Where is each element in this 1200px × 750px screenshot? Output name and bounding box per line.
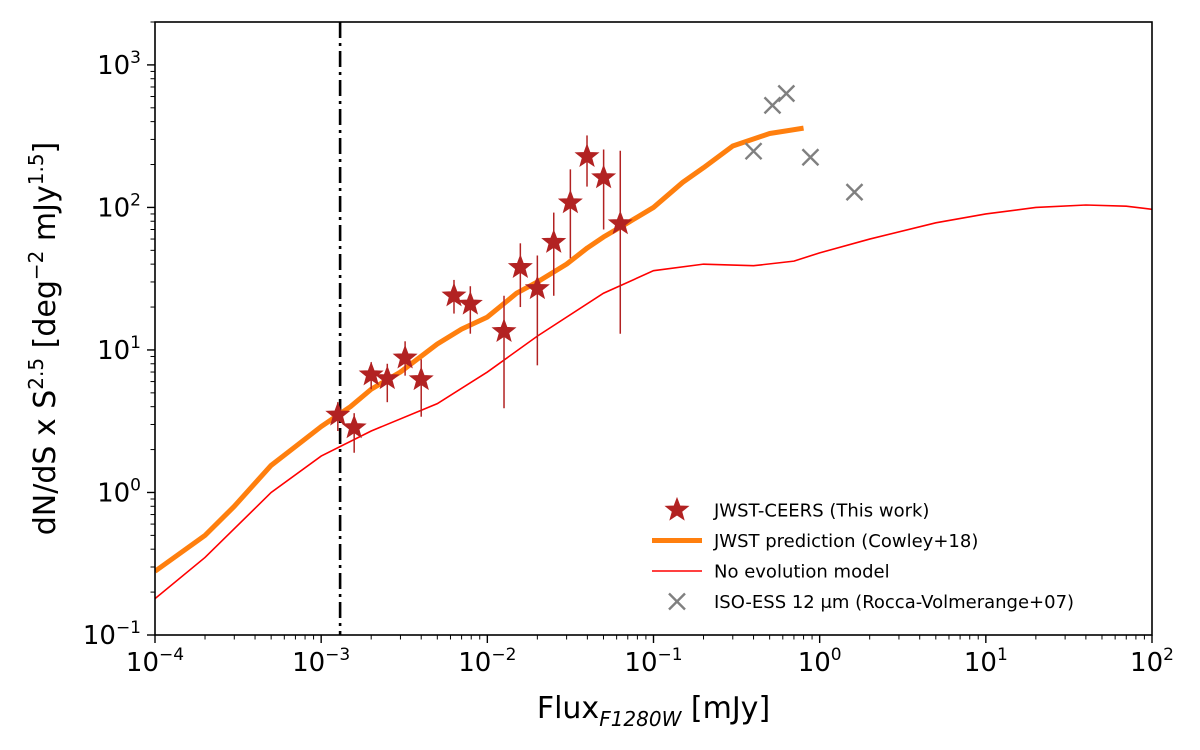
ceers-star-point <box>441 282 467 307</box>
ceers-star-point <box>507 254 533 278</box>
iso-ess-marker-stroke <box>763 96 782 115</box>
x-axis-title: FluxF1280W [mJy] <box>537 691 770 731</box>
ceers-star-point <box>358 361 384 386</box>
ceers-star-point <box>574 143 600 168</box>
ceers-star-point <box>541 229 567 253</box>
ceers-star-point <box>392 344 418 369</box>
legend-entry: JWST prediction (Cowley+18) <box>652 531 978 552</box>
y-tick-label: 100 <box>97 475 141 508</box>
legend-entry: JWST-CEERS (This work) <box>664 496 929 522</box>
iso-ess-point <box>801 148 820 167</box>
no-evolution-model-line <box>155 204 1152 600</box>
y-tick-label: 103 <box>97 48 141 81</box>
legend-label: No evolution model <box>714 562 890 583</box>
iso-ess-marker-stroke <box>777 84 796 103</box>
ceers-star-point <box>607 210 633 235</box>
iso-ess-marker-stroke <box>801 148 820 167</box>
ceers-star-point <box>591 164 617 189</box>
legend-label: JWST prediction (Cowley+18) <box>713 531 978 552</box>
x-tick-label: 100 <box>798 645 842 678</box>
legend-star-marker <box>664 496 690 521</box>
iso-ess-marker-stroke <box>845 183 864 201</box>
x-tick-label: 10−2 <box>458 645 516 678</box>
ceers-star-point <box>325 401 351 426</box>
iso-ess-point <box>777 84 796 103</box>
legend-label: JWST-CEERS (This work) <box>713 501 929 522</box>
plot-frame <box>154 21 1153 636</box>
legend-entry: ISO-ESS 12 μm (Rocca-Volmerange+07) <box>668 592 1074 613</box>
y-axis-title: dN/dS x S2.5 [deg−2 mJy1.5] <box>24 142 63 536</box>
legend-label: ISO-ESS 12 μm (Rocca-Volmerange+07) <box>714 592 1074 613</box>
iso-ess-point <box>763 96 782 115</box>
legend-entry: No evolution model <box>652 562 890 583</box>
x-tick-label: 10−4 <box>126 645 184 678</box>
ceers-star-point <box>341 414 367 439</box>
x-tick-label: 101 <box>964 645 1008 678</box>
y-tick-label: 101 <box>97 333 141 366</box>
y-tick-label: 10−1 <box>83 618 141 651</box>
cowley-prediction-line <box>155 125 804 574</box>
x-tick-label: 10−3 <box>292 645 350 678</box>
ceers-star-point <box>408 366 434 391</box>
iso-ess-point <box>744 142 763 161</box>
legend-x-marker <box>668 592 686 611</box>
ceers-star-point <box>374 365 400 390</box>
ceers-star-point <box>491 318 517 343</box>
x-tick-label: 10−1 <box>624 645 682 678</box>
iso-ess-marker-stroke <box>744 142 763 161</box>
y-tick-label: 102 <box>97 190 141 223</box>
x-tick-label: 102 <box>1130 645 1174 678</box>
ceers-star-point <box>524 275 550 300</box>
ceers-star-point <box>457 290 483 315</box>
ceers-star-point <box>557 189 583 214</box>
iso-ess-point <box>845 183 864 201</box>
